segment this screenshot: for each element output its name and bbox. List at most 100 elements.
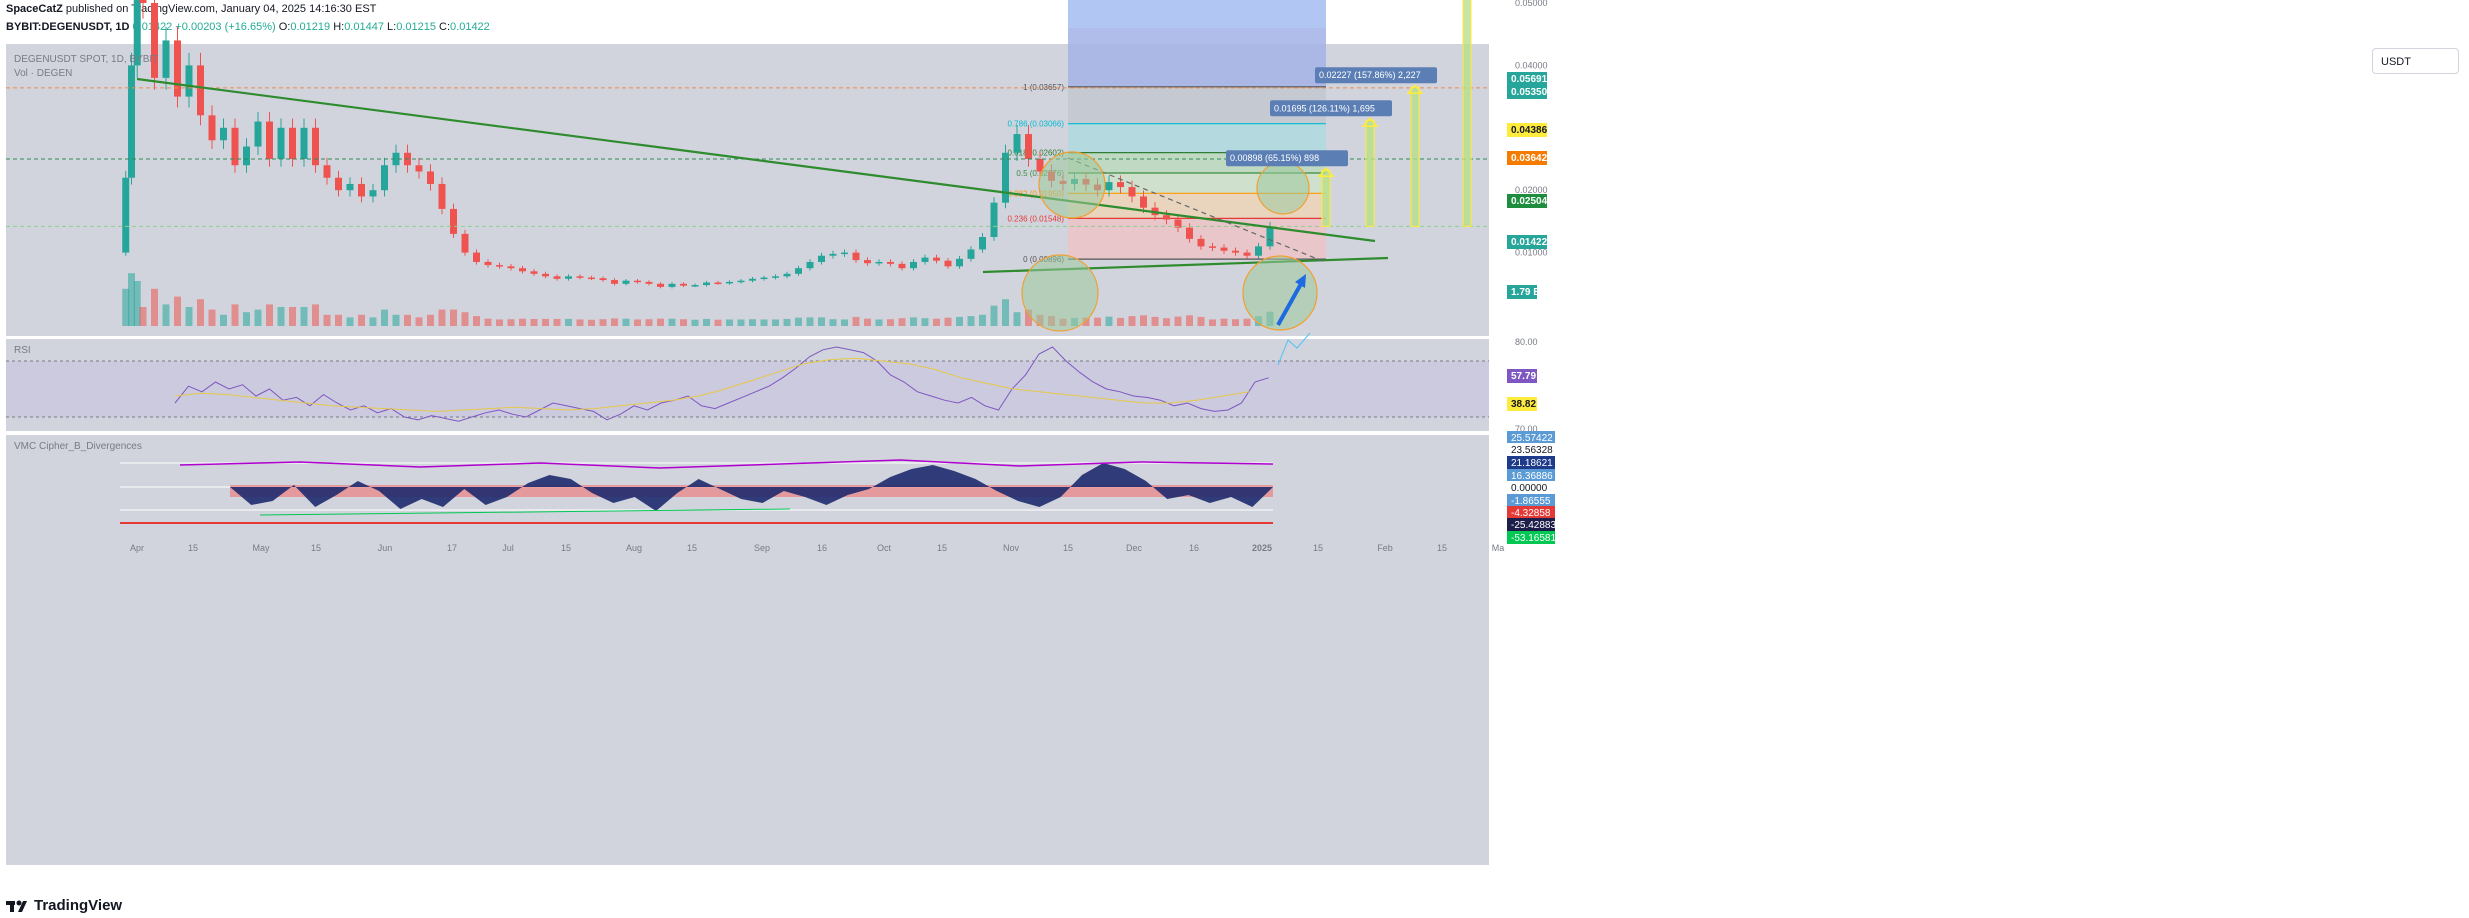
volume-bar bbox=[208, 309, 216, 326]
volume-bar bbox=[1025, 309, 1032, 326]
candle-body bbox=[415, 165, 423, 172]
open-value: 0.01219 bbox=[290, 21, 331, 33]
time-tick-label: 2025 bbox=[1252, 543, 1272, 553]
candle-body bbox=[450, 208, 457, 234]
volume-bar bbox=[818, 317, 825, 326]
fib-label: 0.786 (0.03066) bbox=[1008, 120, 1065, 129]
candle-body bbox=[473, 252, 480, 262]
volume-bar bbox=[1232, 319, 1239, 326]
projection-dashed-line bbox=[1067, 157, 1326, 263]
candle-body bbox=[185, 65, 193, 97]
time-tick-label: Nov bbox=[1003, 543, 1020, 553]
candle-body bbox=[139, 0, 147, 3]
candle-body bbox=[243, 146, 250, 166]
candle-body bbox=[990, 202, 998, 237]
rsi-tick-label: 70.00 bbox=[1515, 424, 1538, 434]
volume-bar bbox=[852, 316, 860, 326]
fib-zone bbox=[1068, 218, 1326, 260]
target-box bbox=[1226, 150, 1348, 167]
cipher-label-text: -4.32858 bbox=[1511, 508, 1551, 519]
volume-bar bbox=[634, 319, 641, 326]
volume-bar bbox=[668, 318, 676, 326]
candle-body bbox=[461, 233, 469, 253]
target-box bbox=[1315, 67, 1437, 84]
candle-body bbox=[174, 40, 181, 97]
candle-body bbox=[1117, 182, 1124, 188]
target-bar bbox=[1410, 86, 1420, 227]
candle-body bbox=[553, 276, 561, 279]
currency-button[interactable]: USDT bbox=[2372, 48, 2459, 74]
price-label-text: 0.04386 bbox=[1511, 125, 1548, 136]
candle-body bbox=[910, 261, 917, 269]
volume-label-box bbox=[1507, 285, 1537, 299]
candle-body bbox=[852, 252, 860, 261]
volume-bar bbox=[358, 314, 365, 326]
rsi-ma-line bbox=[174, 357, 1250, 412]
cipher-label-text: 25.57422 bbox=[1511, 433, 1553, 444]
candle-body bbox=[1266, 226, 1274, 247]
target-arrowhead bbox=[1317, 167, 1335, 177]
candle-body bbox=[680, 283, 687, 286]
volume-bar bbox=[1105, 316, 1113, 326]
volume-bar bbox=[1128, 316, 1136, 326]
author-name[interactable]: SpaceCatZ bbox=[6, 3, 63, 15]
fib-label: 0.382 (0.01950) bbox=[1008, 189, 1065, 198]
candle-body bbox=[1036, 159, 1044, 172]
volume-bar bbox=[1174, 316, 1182, 326]
candle-body bbox=[726, 281, 733, 284]
candle-body bbox=[220, 127, 227, 141]
volume-bar bbox=[553, 318, 561, 326]
candle-body bbox=[231, 127, 239, 166]
rsi-label-text: 38.82 bbox=[1511, 399, 1536, 410]
fib-label: 0.236 (0.01548) bbox=[1008, 214, 1065, 223]
volume-bar bbox=[622, 318, 630, 326]
cipher-label-box bbox=[1507, 431, 1555, 444]
time-tick-label: Jul bbox=[502, 543, 514, 553]
candle-body bbox=[1163, 215, 1170, 220]
resistance-trendline bbox=[136, 77, 1376, 243]
volume-bar bbox=[772, 319, 779, 326]
price-label-text: 0.05350 bbox=[1511, 87, 1548, 98]
candle-body bbox=[1209, 246, 1216, 248]
candle-body bbox=[565, 276, 572, 279]
time-tick-label: 15 bbox=[188, 543, 198, 553]
annotation-circle bbox=[1021, 254, 1099, 332]
target-bar bbox=[1365, 119, 1375, 227]
candle-body bbox=[599, 278, 607, 281]
open-label: O: bbox=[278, 21, 291, 33]
fib-label: 1 (0.03657) bbox=[1023, 83, 1064, 92]
candle-body bbox=[519, 268, 526, 272]
volume-bar bbox=[864, 318, 871, 326]
candle-body bbox=[783, 273, 791, 277]
volume-bar bbox=[1013, 312, 1021, 326]
tradingview-logo[interactable]: TradingView bbox=[6, 897, 122, 914]
volume-bar bbox=[1220, 318, 1228, 326]
cipher-label-box bbox=[1507, 506, 1555, 519]
volume-bar bbox=[1209, 319, 1216, 326]
volume-bar bbox=[254, 309, 262, 326]
time-tick-label: 15 bbox=[1313, 543, 1323, 553]
volume-bar bbox=[783, 318, 791, 326]
price-label-text: 0.05691 bbox=[1511, 74, 1548, 85]
close-value: 0.01422 bbox=[450, 21, 490, 33]
candle-body bbox=[737, 280, 745, 283]
candle-body bbox=[1128, 187, 1136, 197]
time-tick-label: May bbox=[252, 543, 270, 553]
fib-zone bbox=[1068, 123, 1326, 153]
fib-label: 0.618 (0.02602) bbox=[1008, 149, 1065, 158]
volume-bar bbox=[133, 281, 141, 326]
candle-body bbox=[1002, 152, 1009, 203]
candle-body bbox=[829, 253, 837, 256]
candle-body bbox=[162, 40, 170, 78]
candle-body bbox=[496, 265, 503, 267]
price-tick-label: 0.04000 bbox=[1515, 60, 1548, 70]
candle-body bbox=[944, 260, 952, 267]
volume-bar bbox=[1243, 318, 1251, 326]
target-label: 0.02227 (157.86%) 2,227 bbox=[1319, 70, 1421, 80]
volume-bar bbox=[599, 319, 607, 326]
volume-bar bbox=[1082, 317, 1090, 326]
candle-body bbox=[806, 261, 814, 269]
candle-body bbox=[841, 252, 848, 255]
time-tick-label: 15 bbox=[311, 543, 321, 553]
